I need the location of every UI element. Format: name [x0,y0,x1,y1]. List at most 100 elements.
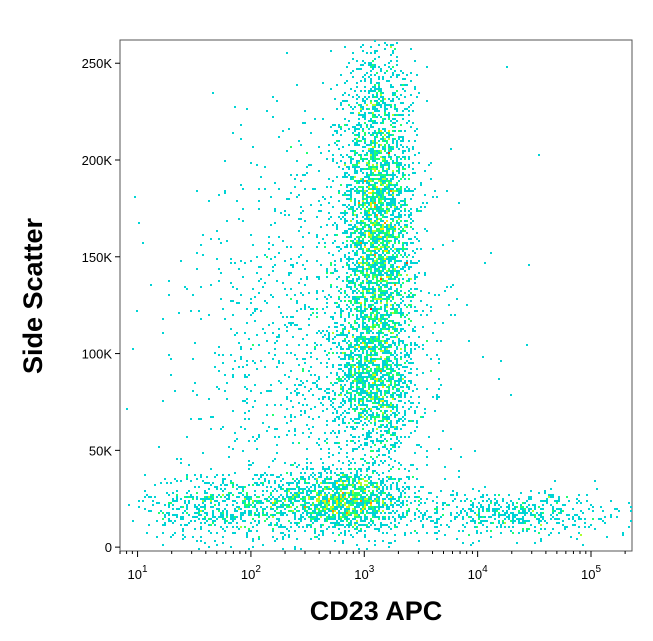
data-point [366,198,368,200]
data-point [516,502,518,504]
data-point [346,380,348,382]
data-point [382,190,384,192]
data-point [382,370,384,372]
data-point [340,472,342,474]
data-point [388,62,390,64]
data-point [368,430,370,432]
data-point [338,290,340,292]
data-point [380,480,382,482]
data-point [368,316,370,318]
data-point [362,234,364,236]
data-point [350,156,352,158]
data-point [378,454,380,456]
data-point [380,246,382,248]
data-point [354,164,356,166]
data-point [358,298,360,300]
data-point [376,122,378,124]
data-point [298,488,300,490]
data-point [228,494,230,496]
data-point [302,294,304,296]
data-point [284,462,286,464]
data-point [368,388,370,390]
data-point [278,496,280,498]
data-point [460,456,462,458]
data-point [254,320,256,322]
data-point [350,236,352,238]
data-point [322,118,324,120]
data-point [356,128,358,130]
data-point [318,484,320,486]
data-point [392,138,394,140]
data-point [498,494,500,496]
data-point [372,440,374,442]
data-point [382,258,384,260]
data-point [388,154,390,156]
data-point [366,126,368,128]
data-point [352,482,354,484]
data-point [396,108,398,110]
data-point [354,238,356,240]
data-point [372,232,374,234]
data-point [354,198,356,200]
data-point [344,326,346,328]
data-point [350,494,352,496]
data-point [380,70,382,72]
data-point [304,110,306,112]
data-point [386,348,388,350]
data-point [370,390,372,392]
data-point [414,330,416,332]
data-point [394,230,396,232]
data-point [378,190,380,192]
data-point [376,358,378,360]
data-point [324,494,326,496]
data-point [350,342,352,344]
data-point [292,498,294,500]
data-point [578,494,580,496]
data-point [356,308,358,310]
data-point [330,186,332,188]
data-point [382,176,384,178]
data-point [368,276,370,278]
data-point [370,492,372,494]
data-point [362,106,364,108]
data-point [356,228,358,230]
data-point [374,152,376,154]
data-point [392,214,394,216]
data-point [386,250,388,252]
data-point [284,260,286,262]
data-point [360,412,362,414]
data-point [392,228,394,230]
data-point [380,384,382,386]
data-point [318,376,320,378]
data-point [380,104,382,106]
data-point [390,486,392,488]
data-point [396,120,398,122]
data-point [214,500,216,502]
data-point [308,476,310,478]
data-point [332,398,334,400]
data-point [380,348,382,350]
data-point [382,434,384,436]
data-point [252,478,254,480]
data-point [304,412,306,414]
data-point [336,410,338,412]
data-point [392,50,394,52]
data-point [382,224,384,226]
data-point [298,256,300,258]
data-point [386,152,388,154]
data-point [256,438,258,440]
data-point [450,494,452,496]
data-point [404,156,406,158]
data-point [372,250,374,252]
data-point [390,320,392,322]
data-point [398,338,400,340]
data-point [370,482,372,484]
data-point [558,498,560,500]
data-point [374,260,376,262]
data-point [374,168,376,170]
data-point [320,492,322,494]
data-point [374,382,376,384]
data-point [344,334,346,336]
data-point [392,354,394,356]
data-point [390,104,392,106]
